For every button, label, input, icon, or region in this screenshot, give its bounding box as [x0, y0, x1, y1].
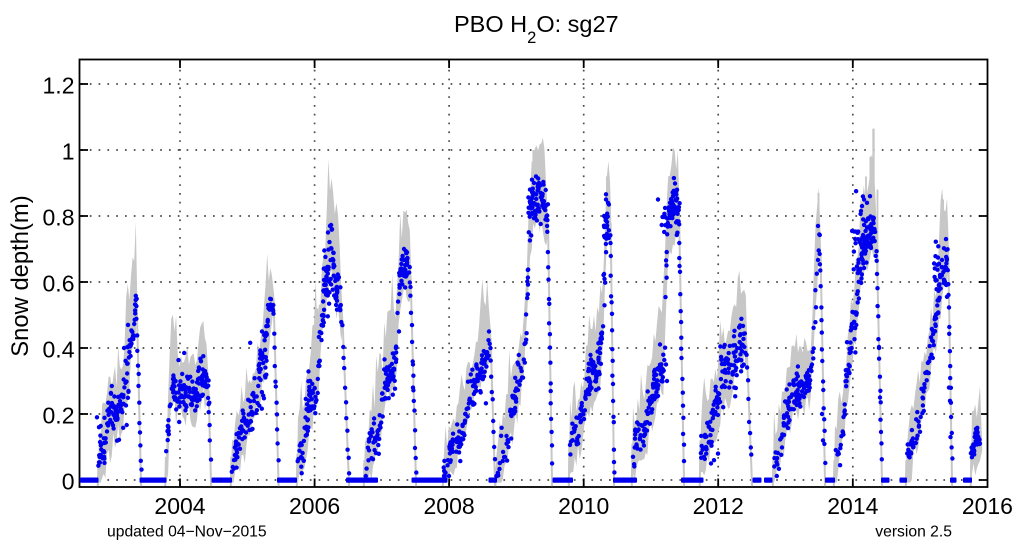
svg-text:2012: 2012	[693, 493, 744, 519]
svg-text:0.6: 0.6	[43, 270, 75, 296]
svg-text:version 2.5: version 2.5	[875, 524, 952, 541]
svg-text:1.2: 1.2	[43, 72, 75, 98]
svg-text:0.4: 0.4	[43, 336, 75, 362]
svg-text:0: 0	[62, 468, 75, 494]
svg-text:2014: 2014	[827, 493, 878, 519]
svg-text:2004: 2004	[154, 493, 205, 519]
svg-text:0.2: 0.2	[43, 402, 75, 428]
svg-text:1: 1	[62, 138, 75, 164]
svg-text:2006: 2006	[289, 493, 340, 519]
svg-text:2008: 2008	[424, 493, 475, 519]
svg-text:0.8: 0.8	[43, 204, 75, 230]
svg-text:Snow depth(m): Snow depth(m)	[7, 195, 34, 356]
svg-text:updated 04−Nov−2015: updated 04−Nov−2015	[107, 524, 267, 541]
svg-text:2016: 2016	[962, 493, 1013, 519]
svg-text:2010: 2010	[558, 493, 609, 519]
